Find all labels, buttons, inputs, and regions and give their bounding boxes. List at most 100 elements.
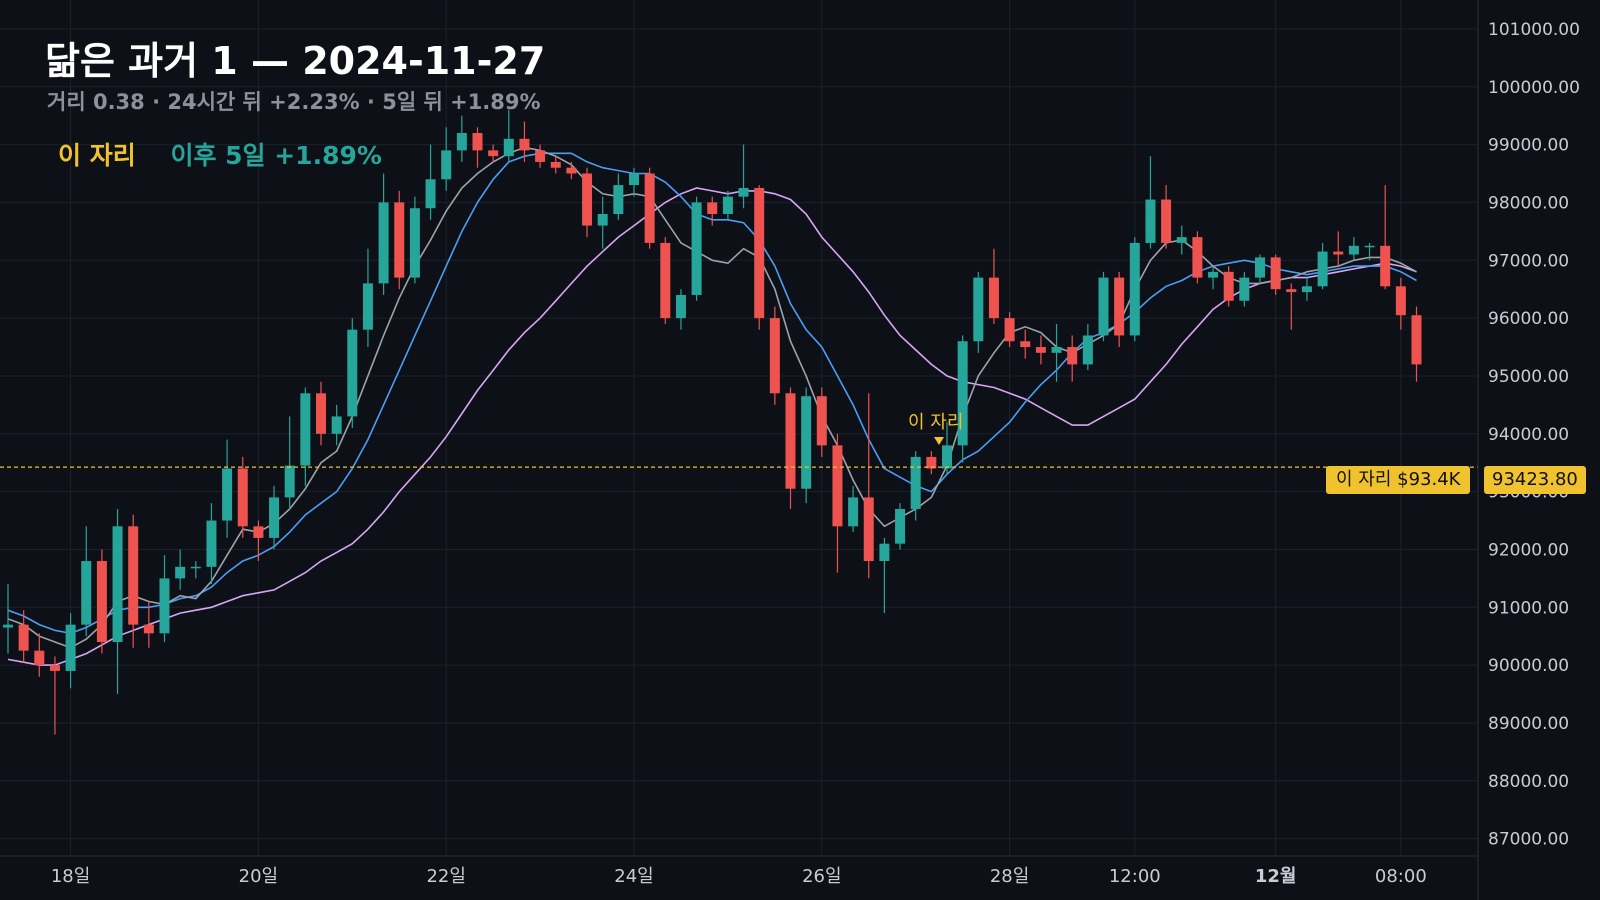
candle-body: [1208, 271, 1219, 278]
candle-body: [1161, 199, 1172, 243]
candle-up: [425, 144, 436, 220]
candle-body: [1051, 347, 1062, 353]
candle-up: [879, 537, 890, 614]
candle-down: [785, 387, 796, 509]
candle-up: [1176, 225, 1187, 255]
candle-body: [488, 150, 499, 157]
candle-down: [394, 190, 405, 290]
candle-body: [613, 185, 624, 214]
candle-body: [65, 624, 76, 671]
x-tick-label: 12:00: [1109, 866, 1161, 887]
candle-up: [1348, 237, 1359, 261]
candle-body: [910, 456, 921, 509]
legend: 이 자리 이후 5일 +1.89%: [58, 136, 382, 172]
candle-up: [942, 422, 952, 475]
candle-body: [34, 650, 45, 666]
candle-down: [143, 601, 154, 648]
candle-up: [1364, 242, 1375, 261]
candle-body: [769, 318, 780, 394]
candle-down: [1395, 277, 1406, 330]
y-axis: 101000.00 100000.00 99000.00 98000.00 97000.…: [1477, 0, 1580, 900]
candle-body: [848, 497, 859, 527]
y-tick-label: 94000.00: [1488, 425, 1569, 445]
candle-up: [441, 127, 452, 191]
candle-up: [629, 167, 639, 197]
grid-lines: [0, 0, 1478, 856]
candle-body: [3, 624, 13, 628]
candle-body: [1223, 271, 1234, 301]
chart-subtitle: 거리 0.38 · 24시간 뒤 +2.23% · 5일 뒤 +1.89%: [47, 90, 541, 114]
candle-body: [519, 138, 530, 151]
candle-body: [942, 445, 952, 469]
candle-body: [550, 161, 561, 168]
y-tick-label: 98000.00: [1488, 193, 1569, 213]
candle-body: [660, 242, 671, 319]
legend-here: 이 자리: [58, 141, 136, 170]
candle-body: [1270, 257, 1281, 290]
candle-body: [1082, 335, 1093, 365]
candle-up: [269, 485, 280, 550]
candle-down: [988, 248, 999, 324]
candle-down: [1223, 266, 1234, 307]
candle-down: [49, 656, 60, 735]
candle-down: [1035, 335, 1046, 365]
candle-down: [1192, 231, 1203, 284]
candle-up: [910, 451, 921, 521]
y-tick-label: 89000.00: [1488, 714, 1569, 734]
candle-body: [1364, 245, 1375, 248]
candle-down: [1067, 335, 1078, 382]
candle-body: [582, 173, 593, 226]
candle-down: [488, 144, 499, 162]
candle-up: [848, 485, 859, 533]
candle-up: [722, 190, 733, 220]
legend-after: 이후 5일 +1.89%: [170, 141, 382, 170]
candle-down: [707, 196, 718, 226]
y-tick-label: 99000.00: [1488, 136, 1569, 156]
candle-down: [519, 121, 530, 162]
candle-up: [284, 416, 295, 509]
candle-body: [738, 187, 749, 197]
candle-body: [331, 416, 342, 434]
candle-body: [957, 341, 968, 446]
y-tick-label: 100000.00: [1488, 78, 1580, 98]
candle-body: [284, 465, 295, 498]
candle-down: [1161, 185, 1172, 249]
candle-up: [1098, 271, 1109, 342]
candle-body: [175, 566, 186, 579]
y-tick-label: 92000.00: [1488, 540, 1569, 560]
candle-body: [1333, 251, 1344, 255]
candle-up: [331, 404, 342, 446]
candle-body: [722, 196, 733, 214]
candle-body: [988, 277, 999, 319]
candle-body: [566, 167, 577, 174]
candle-down: [34, 633, 45, 677]
candle-up: [675, 289, 686, 330]
candle-up: [738, 144, 749, 209]
candle-body: [629, 173, 639, 186]
candle-up: [1082, 323, 1093, 371]
candle-up: [378, 173, 389, 295]
candle-up: [1051, 323, 1062, 382]
candle-up: [159, 555, 170, 642]
candle-body: [159, 578, 170, 634]
candle-down: [128, 514, 139, 648]
candle-up: [3, 584, 13, 654]
candle-up: [456, 115, 467, 162]
candle-down: [1286, 283, 1297, 330]
candle-body: [1098, 277, 1109, 336]
candle-body: [1145, 199, 1156, 243]
candle-body: [300, 393, 311, 466]
ma-slow-line: [7, 187, 1417, 666]
candle-body: [347, 329, 358, 417]
candle-body: [1020, 341, 1031, 348]
candle-up: [222, 439, 233, 538]
candle-down: [1004, 312, 1015, 348]
candle-body: [973, 277, 984, 342]
candle-down: [96, 549, 107, 654]
candle-down: [566, 161, 577, 180]
candle-body: [222, 468, 233, 521]
candle-up: [895, 503, 906, 550]
candle-up: [1239, 271, 1250, 307]
candle-up: [81, 526, 92, 637]
